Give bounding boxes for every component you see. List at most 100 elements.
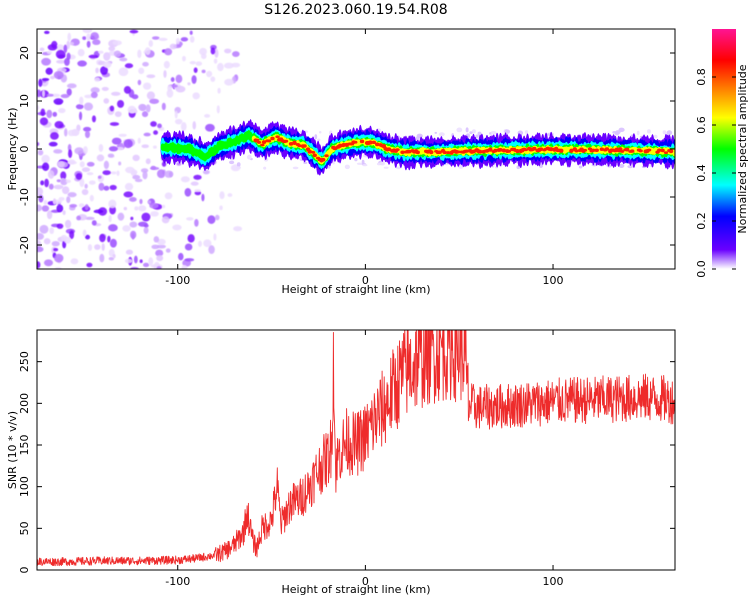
- noise-speckle: [263, 166, 267, 170]
- ridge-segment: [501, 148, 507, 153]
- ridge-segment: [292, 140, 297, 145]
- noise-blob: [67, 192, 77, 198]
- noise-speckle: [415, 136, 420, 141]
- noise-blob: [210, 76, 216, 82]
- noise-blob: [75, 104, 84, 110]
- snr-xlabel: Height of straight line (km): [281, 583, 430, 596]
- noise-blob: [51, 241, 60, 247]
- noise-blob: [184, 243, 193, 251]
- noise-blob: [81, 188, 89, 196]
- noise-blob: [46, 50, 53, 55]
- noise-blob: [56, 59, 66, 64]
- noise-blob: [231, 62, 241, 68]
- noise-speckle: [627, 165, 634, 169]
- noise-blob: [124, 258, 133, 264]
- noise-blob: [84, 94, 93, 99]
- noise-speckle: [356, 162, 363, 165]
- noise-blob: [50, 132, 59, 140]
- noise-blob: [227, 193, 233, 198]
- snr-series-line: [37, 330, 675, 567]
- noise-blob: [170, 77, 175, 82]
- noise-speckle: [332, 161, 335, 165]
- noise-speckle: [318, 130, 322, 134]
- ridge-segment: [498, 147, 503, 152]
- noise-blob: [176, 162, 182, 166]
- noise-blob: [180, 176, 190, 183]
- noise-blob: [50, 75, 55, 80]
- ridge-segment: [375, 142, 380, 147]
- noise-speckle: [228, 160, 235, 165]
- ridge-segment: [395, 148, 400, 152]
- ridge-segment: [256, 140, 262, 144]
- noise-blob: [113, 50, 122, 58]
- noise-blob: [175, 85, 186, 93]
- ridge-segment: [400, 150, 405, 154]
- noise-blob: [201, 69, 206, 74]
- noise-blob: [101, 86, 109, 91]
- noise-speckle: [380, 161, 386, 166]
- noise-blob: [138, 221, 148, 227]
- noise-speckle: [354, 157, 358, 162]
- ridge-segment: [574, 149, 579, 153]
- noise-blob: [109, 122, 120, 127]
- noise-blob: [110, 171, 117, 175]
- noise-speckle: [383, 166, 389, 169]
- noise-blob: [156, 266, 162, 269]
- noise-blob: [117, 100, 125, 108]
- ridge-segment: [594, 148, 599, 152]
- noise-speckle: [477, 131, 482, 136]
- noise-blob: [138, 67, 145, 75]
- ridge-segment: [353, 140, 358, 144]
- noise-blob: [137, 137, 141, 144]
- noise-blob: [193, 67, 198, 73]
- colorbar-ticks: 0.0 0.2 0.4 0.6 0.8: [695, 68, 736, 278]
- noise-blob: [184, 187, 192, 197]
- noise-blob: [62, 210, 66, 216]
- ridge-segment: [657, 148, 662, 152]
- noise-blob: [96, 154, 105, 162]
- noise-blob: [43, 238, 51, 245]
- noise-speckle: [612, 131, 617, 134]
- noise-blob: [223, 62, 234, 69]
- noise-blob: [192, 121, 197, 130]
- noise-blob: [161, 161, 167, 167]
- ridge-segment: [630, 149, 635, 153]
- noise-blob: [184, 258, 195, 262]
- noise-blob: [153, 236, 160, 243]
- noise-blob: [87, 244, 93, 251]
- noise-blob: [146, 91, 156, 100]
- noise-blob: [40, 108, 46, 117]
- noise-blob: [116, 170, 120, 176]
- noise-blob: [141, 212, 151, 222]
- noise-blob: [213, 233, 217, 241]
- noise-blob: [97, 175, 102, 179]
- noise-speckle: [636, 130, 640, 136]
- ridge-segment: [437, 150, 442, 155]
- noise-speckle: [236, 162, 241, 167]
- snr-ytick-label: 0: [18, 567, 31, 574]
- noise-blob: [129, 221, 138, 228]
- noise-blob: [207, 215, 216, 224]
- noise-blob: [37, 187, 44, 197]
- noise-blob: [189, 35, 195, 43]
- noise-blob: [98, 144, 104, 152]
- noise-blob: [219, 205, 223, 211]
- noise-blob: [216, 105, 220, 114]
- noise-blob: [112, 40, 122, 46]
- noise-blob: [118, 67, 129, 77]
- noise-blob: [101, 243, 105, 251]
- noise-blob: [109, 238, 117, 248]
- snr-panel: -100 0 100 0 50 100 150 200 250 Height of straig…: [6, 329, 676, 596]
- noise-blob: [42, 162, 50, 171]
- noise-blob: [63, 128, 68, 137]
- noise-blob: [139, 259, 143, 264]
- colorbar-tick-label: 0.4: [695, 164, 708, 182]
- ridge-segment: [359, 139, 365, 144]
- noise-blob: [102, 170, 111, 176]
- noise-blob: [93, 209, 104, 214]
- ridge-segment: [569, 148, 574, 153]
- noise-blob: [79, 161, 85, 168]
- noise-blob: [193, 174, 202, 180]
- noise-blob: [189, 30, 193, 35]
- noise-blob: [65, 179, 71, 184]
